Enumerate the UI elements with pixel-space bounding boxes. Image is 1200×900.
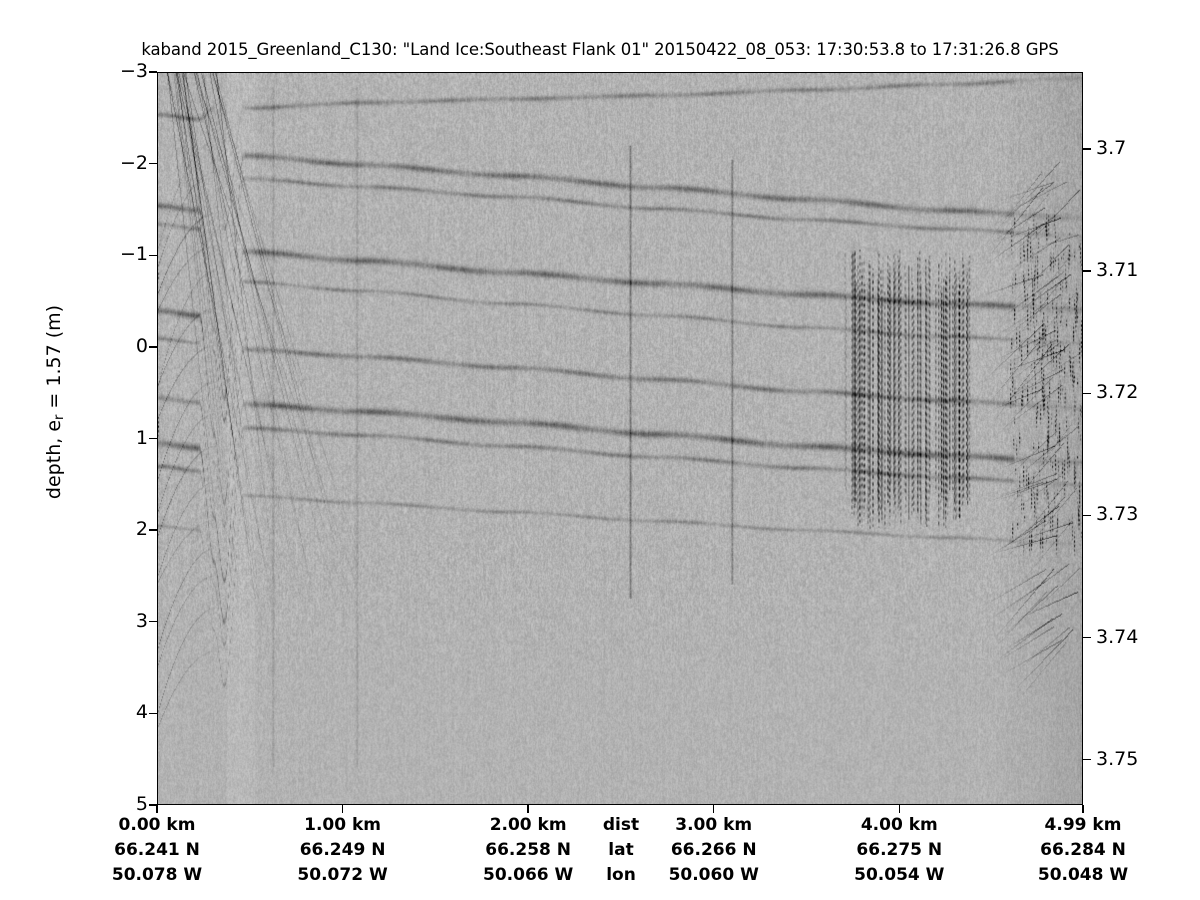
- right-tick-mark: [1083, 392, 1091, 394]
- left-tick-label: 2: [135, 518, 148, 541]
- left-tick-mark: [149, 621, 157, 623]
- right-tick-label: 3.75: [1096, 747, 1139, 770]
- bottom-tick-mark: [898, 805, 900, 813]
- bottom-label-lon: 50.048 W: [1037, 865, 1129, 885]
- left-tick-mark: [149, 346, 157, 348]
- right-tick-mark: [1083, 270, 1091, 272]
- bottom-label-lat: 66.275 N: [856, 840, 943, 860]
- right-tick-label: 3.71: [1096, 259, 1139, 282]
- bottom-label-column: 4.00 km 66.275 N 50.054 W: [809, 813, 989, 888]
- row-key-lon: lon: [606, 865, 636, 885]
- row-key-lat: lat: [608, 840, 634, 860]
- bottom-label-lon: 50.060 W: [668, 865, 759, 885]
- left-tick-mark: [149, 529, 157, 531]
- bottom-tick-mark: [341, 805, 344, 813]
- right-tick-mark: [1083, 636, 1091, 639]
- right-tick-mark: [1083, 514, 1091, 517]
- left-tick-mark: [149, 437, 157, 440]
- bottom-label-lon: 50.066 W: [483, 865, 574, 885]
- bottom-tick-mark: [1082, 805, 1084, 813]
- echogram-plot-area[interactable]: [157, 72, 1083, 805]
- bottom-tick-mark: [527, 805, 529, 813]
- right-tick-mark: [1083, 148, 1091, 150]
- left-axis-title-post: = 1.57 (m): [43, 304, 65, 415]
- left-tick-mark: [149, 162, 157, 165]
- figure-title: kaband 2015_Greenland_C130: "Land Ice:So…: [141, 40, 1059, 59]
- bottom-label-lat: 66.258 N: [485, 840, 572, 860]
- left-axis-title: depth, er = 1.57 (m): [43, 272, 67, 532]
- bottom-label-lat: 66.241 N: [114, 840, 200, 860]
- bottom-label-lon: 50.072 W: [297, 865, 388, 885]
- bottom-label-lon: 50.078 W: [111, 865, 203, 885]
- bottom-label-column: 1.00 km 66.249 N 50.072 W: [253, 813, 433, 888]
- bottom-label-lat: 66.249 N: [299, 840, 386, 860]
- right-tick-label: 3.73: [1096, 503, 1139, 526]
- left-tick-mark: [149, 254, 157, 256]
- bottom-tick-mark: [156, 805, 158, 813]
- left-tick-label: 4: [135, 701, 148, 724]
- left-axis-title-pre: depth, e: [43, 419, 65, 500]
- left-tick-label: −2: [119, 151, 148, 174]
- bottom-label-dist: 3.00 km: [675, 815, 753, 835]
- left-tick-mark: [149, 804, 157, 806]
- bottom-axis-row-keys: dist lat lon: [591, 813, 651, 888]
- left-tick-mark: [149, 71, 157, 73]
- right-tick-mark: [1083, 759, 1091, 761]
- left-tick-label: 1: [135, 426, 148, 449]
- row-key-dist: dist: [602, 815, 640, 835]
- left-tick-label: 0: [135, 334, 148, 357]
- left-tick-label: −1: [119, 243, 148, 266]
- bottom-label-dist: 4.99 km: [1044, 815, 1122, 835]
- bottom-label-column: 0.00 km 66.241 N 50.078 W: [67, 813, 247, 888]
- left-axis-title-subscript: r: [52, 414, 67, 420]
- radar-echogram-image: [158, 73, 1082, 804]
- bottom-label-lat: 66.266 N: [670, 840, 757, 860]
- bottom-tick-mark: [713, 805, 715, 813]
- bottom-label-column: 2.00 km 66.258 N 50.066 W: [438, 813, 618, 888]
- bottom-label-column: 4.99 km 66.284 N 50.048 W: [993, 813, 1173, 888]
- bottom-label-lon: 50.054 W: [854, 865, 945, 885]
- bottom-label-lat: 66.284 N: [1040, 840, 1126, 860]
- bottom-label-dist: 2.00 km: [489, 815, 567, 835]
- bottom-label-dist: 4.00 km: [860, 815, 938, 835]
- right-tick-label: 3.7: [1096, 136, 1127, 159]
- left-tick-label: 5: [135, 793, 148, 815]
- left-tick-mark: [149, 712, 157, 715]
- right-tick-label: 3.72: [1096, 381, 1139, 404]
- left-tick-label: −3: [119, 60, 148, 82]
- bottom-label-column: 3.00 km 66.266 N 50.060 W: [624, 813, 804, 888]
- left-tick-label: 3: [135, 609, 148, 632]
- bottom-label-dist: 0.00 km: [118, 815, 196, 835]
- right-tick-label: 3.74: [1096, 625, 1139, 648]
- bottom-label-dist: 1.00 km: [304, 815, 381, 835]
